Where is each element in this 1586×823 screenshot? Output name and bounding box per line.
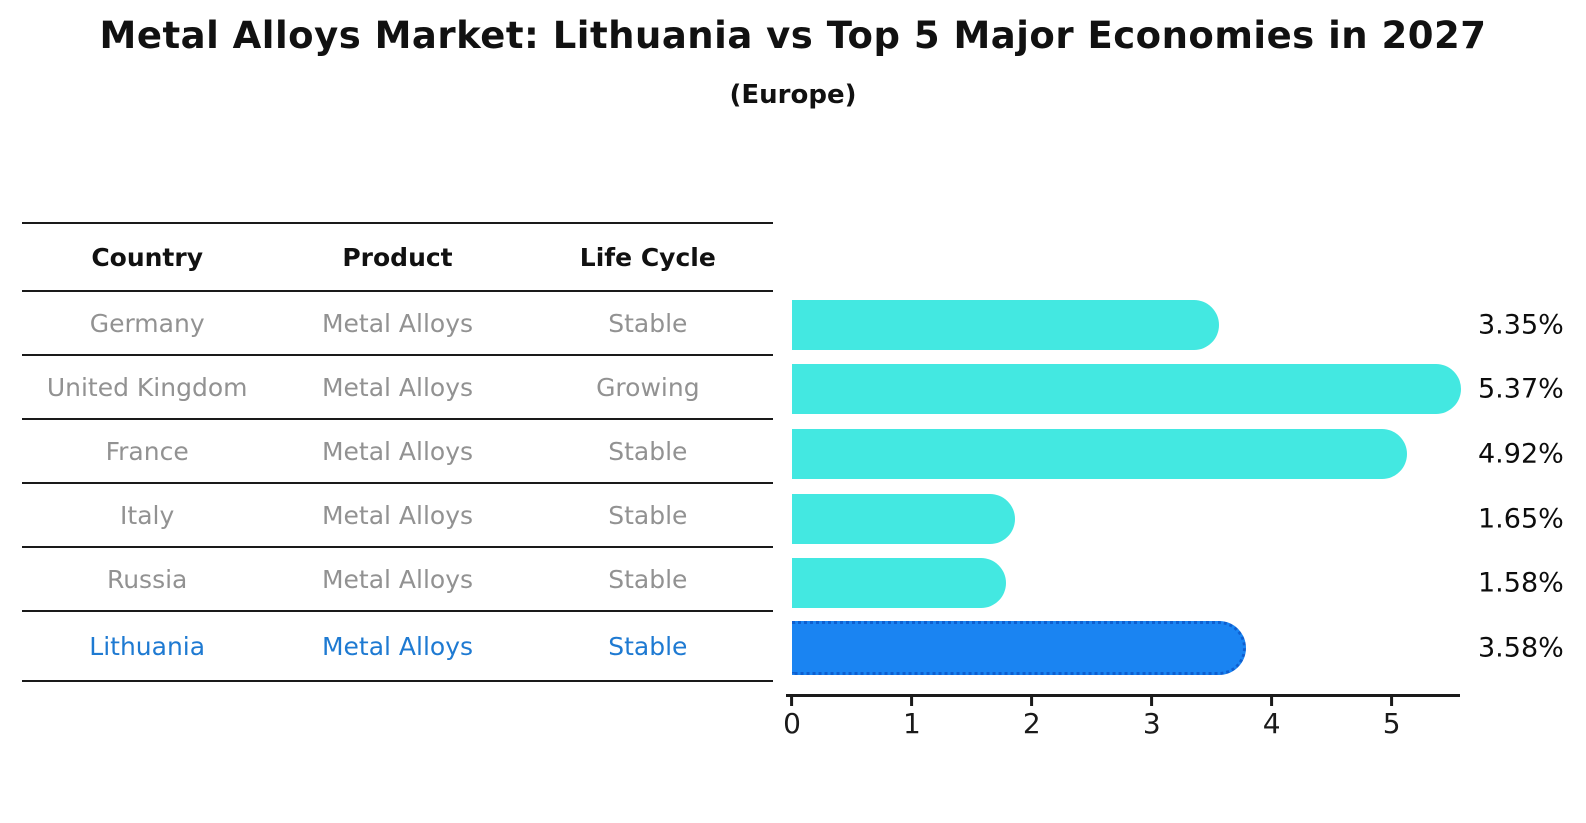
table-row-lithuania: Lithuania Metal Alloys Stable bbox=[22, 612, 773, 682]
value-label-germany: 3.35% bbox=[1478, 309, 1564, 341]
table-header-row: Country Product Life Cycle bbox=[22, 224, 773, 292]
bar-track bbox=[792, 364, 1461, 414]
bar-row-germany: 3.35% bbox=[792, 300, 1586, 350]
tick-mark bbox=[1270, 697, 1274, 706]
x-tick-0: 0 bbox=[783, 697, 801, 740]
cell-life-cycle: Stable bbox=[608, 500, 688, 530]
tick-label: 5 bbox=[1382, 707, 1401, 740]
cell-product: Metal Alloys bbox=[321, 500, 474, 530]
table-row-russia: Russia Metal Alloys Stable bbox=[22, 548, 773, 612]
bar-track bbox=[792, 429, 1460, 479]
cell-country: United Kingdom bbox=[46, 372, 248, 402]
bar-lithuania-highlighted bbox=[792, 621, 1247, 675]
cell-country: Italy bbox=[120, 500, 175, 530]
tick-mark bbox=[790, 697, 794, 706]
bar-row-france: 4.92% bbox=[792, 429, 1586, 479]
column-header-product: Product bbox=[342, 242, 453, 272]
bar-row-lithuania: 3.58% bbox=[792, 621, 1586, 675]
bar-row-italy: 1.65% bbox=[792, 494, 1586, 544]
bar-track bbox=[792, 558, 1460, 608]
cell-country: Germany bbox=[89, 308, 205, 338]
value-label-russia: 1.58% bbox=[1478, 567, 1564, 599]
cell-country: Lithuania bbox=[89, 631, 206, 661]
bar-germany bbox=[792, 300, 1219, 350]
bar-track bbox=[792, 621, 1460, 675]
x-tick-3: 3 bbox=[1143, 697, 1161, 740]
bar-row-russia: 1.58% bbox=[792, 558, 1586, 608]
cell-country: Russia bbox=[106, 564, 188, 594]
x-tick-4: 4 bbox=[1263, 697, 1281, 740]
bar-track bbox=[792, 300, 1460, 350]
value-label-lithuania: 3.58% bbox=[1478, 632, 1564, 664]
cell-product: Metal Alloys bbox=[321, 372, 474, 402]
cell-life-cycle: Stable bbox=[608, 308, 688, 338]
bar-row-united-kingdom: 5.37% bbox=[792, 364, 1586, 414]
cell-life-cycle: Growing bbox=[596, 372, 700, 402]
tick-mark bbox=[1150, 697, 1154, 706]
bar-track bbox=[792, 494, 1460, 544]
cell-life-cycle: Stable bbox=[608, 436, 688, 466]
tick-mark bbox=[910, 697, 914, 706]
tick-label: 1 bbox=[903, 707, 921, 740]
cell-life-cycle: Stable bbox=[608, 564, 688, 594]
value-label-united-kingdom: 5.37% bbox=[1478, 373, 1564, 405]
cell-country: France bbox=[105, 436, 189, 466]
cell-life-cycle: Stable bbox=[608, 631, 688, 661]
column-header-country: Country bbox=[91, 242, 204, 272]
cell-product: Metal Alloys bbox=[321, 564, 474, 594]
page-title: Metal Alloys Market: Lithuania vs Top 5 … bbox=[99, 14, 1487, 57]
value-label-italy: 1.65% bbox=[1478, 503, 1564, 535]
x-tick-5: 5 bbox=[1383, 697, 1401, 740]
bar-united-kingdom bbox=[792, 364, 1461, 414]
table-row-italy: Italy Metal Alloys Stable bbox=[22, 484, 773, 548]
x-tick-2: 2 bbox=[1023, 697, 1041, 740]
page-subtitle: (Europe) bbox=[729, 80, 857, 110]
bar-italy bbox=[792, 494, 1015, 544]
tick-label: 4 bbox=[1262, 707, 1281, 740]
x-axis-line bbox=[786, 694, 1460, 697]
x-tick-1: 1 bbox=[903, 697, 921, 740]
x-axis-ticks: 0 1 2 3 4 5 bbox=[783, 697, 1460, 757]
column-header-life-cycle: Life Cycle bbox=[579, 242, 716, 272]
tick-mark bbox=[1390, 697, 1394, 706]
table-row-united-kingdom: United Kingdom Metal Alloys Growing bbox=[22, 356, 773, 420]
value-label-france: 4.92% bbox=[1478, 438, 1564, 470]
tick-label: 2 bbox=[1022, 707, 1041, 740]
tick-mark bbox=[1030, 697, 1034, 706]
bar-russia bbox=[792, 558, 1007, 608]
cell-product: Metal Alloys bbox=[321, 308, 474, 338]
bar-france bbox=[792, 429, 1408, 479]
tick-label: 0 bbox=[783, 707, 801, 740]
table-row-france: France Metal Alloys Stable bbox=[22, 420, 773, 484]
cell-product: Metal Alloys bbox=[321, 436, 474, 466]
tick-label: 3 bbox=[1142, 707, 1161, 740]
cell-product: Metal Alloys bbox=[321, 631, 474, 661]
comparison-table: Country Product Life Cycle Germany Metal… bbox=[22, 222, 773, 682]
table-row-germany: Germany Metal Alloys Stable bbox=[22, 292, 773, 356]
